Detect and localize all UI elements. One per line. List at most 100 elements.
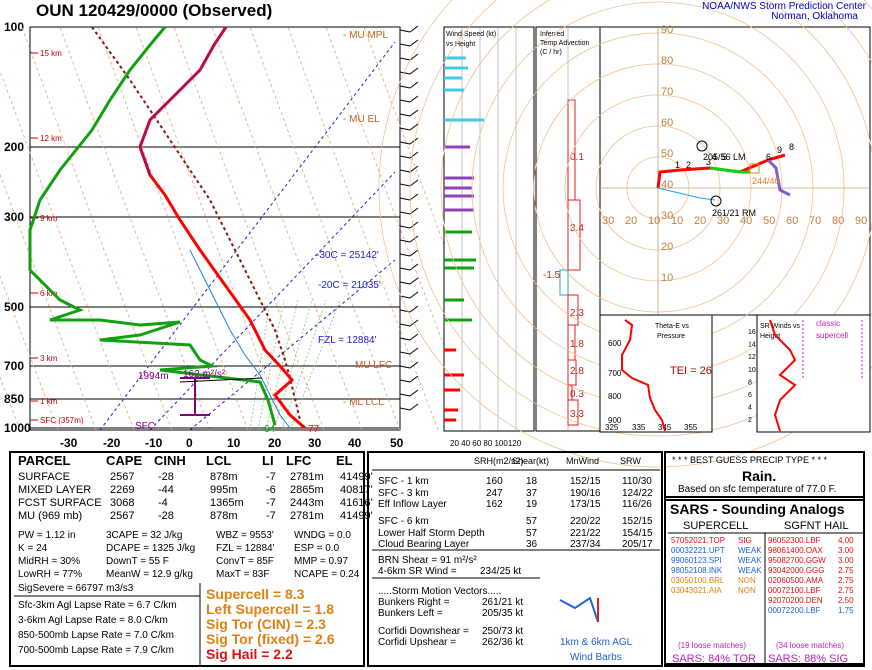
chart-line bbox=[249, 299, 271, 431]
temp-tick-label: -20 bbox=[103, 436, 121, 450]
dry-adiabat bbox=[0, 69, 135, 431]
srwind-y-tick: 10 bbox=[748, 367, 756, 374]
kinematics-value: 154/15 bbox=[622, 528, 653, 539]
chart-line bbox=[409, 95, 419, 103]
advection-value: 2.8 bbox=[570, 366, 584, 377]
hodograph-point-label: 3 bbox=[706, 157, 711, 167]
mu-lfc-label: MU LFC bbox=[355, 360, 392, 371]
hodograph-ring-label: 20 bbox=[694, 215, 706, 227]
sars-hail-analog: 96052300.LBF bbox=[768, 536, 821, 545]
srwind-y-tick: 4 bbox=[748, 405, 752, 412]
chart-series-line bbox=[28, 26, 277, 426]
kinematics-header: Shear(kt) bbox=[512, 456, 550, 466]
hodograph-ring-label: 70 bbox=[809, 215, 821, 227]
index-value: MMP = 0.97 bbox=[294, 556, 349, 567]
chart-line bbox=[409, 389, 419, 397]
chart-line bbox=[399, 281, 411, 285]
height-label: 1 km bbox=[40, 397, 58, 406]
sars-supercell-header: SUPERCELL bbox=[683, 520, 749, 532]
kinematics-row-label: Eff Inflow Layer bbox=[378, 499, 447, 510]
sars-supercell-analog: 03043021.AIA bbox=[671, 586, 722, 595]
chart-line bbox=[399, 337, 411, 341]
chart-line bbox=[409, 165, 419, 173]
lapse-rate: 700-500mb Lapse Rate = 7.9 C/km bbox=[18, 645, 174, 656]
index-value: PW = 1.12 in bbox=[18, 530, 76, 541]
hodograph-ring-label: 60 bbox=[661, 117, 673, 129]
parcel-cell: -4 bbox=[158, 497, 168, 509]
parcel-cell: 41499' bbox=[340, 510, 373, 522]
bunkers-left-value: 205/35 kt bbox=[482, 608, 524, 619]
index-value: MidRH = 30% bbox=[18, 556, 80, 567]
hodograph-ring-label: 80 bbox=[832, 215, 844, 227]
theta-x-tick: 355 bbox=[684, 423, 698, 432]
corfidi-down-value: 250/73 kt bbox=[482, 626, 524, 637]
parcel-cell: 2269 bbox=[110, 484, 135, 496]
sars-supercell-analog: 98052108.INK bbox=[671, 566, 723, 575]
kinematics-value: 19 bbox=[526, 499, 538, 510]
sfc-temp-label: 77 bbox=[308, 424, 320, 435]
sars-supercell-class: SIG bbox=[738, 536, 752, 545]
chart-line bbox=[409, 81, 419, 89]
parcel-cell: SURFACE bbox=[18, 471, 70, 483]
srwind-label: supercell bbox=[816, 331, 848, 340]
srwind-panel-title: SR Winds vs bbox=[760, 323, 801, 330]
chart-line bbox=[409, 291, 419, 299]
theta-x-tick: 325 bbox=[605, 423, 619, 432]
sr-wind-label: 4-6km SR Wind = bbox=[378, 566, 457, 577]
chart-line bbox=[399, 323, 411, 327]
srwind-y-tick: 14 bbox=[748, 342, 756, 349]
chart-line bbox=[399, 225, 411, 229]
pressure-tick-label: 100 bbox=[4, 20, 24, 34]
chart-series-line bbox=[657, 187, 716, 201]
parcel-header-el: EL bbox=[336, 453, 353, 468]
chart-line bbox=[399, 127, 411, 131]
advection-value: 2.3 bbox=[570, 308, 584, 319]
kinematics-value: 57 bbox=[526, 516, 538, 527]
sr-wind-value: 234/25 kt bbox=[480, 566, 522, 577]
srwind-y-tick: 2 bbox=[748, 417, 752, 424]
chart-line bbox=[399, 197, 411, 201]
sars-hail-size: 4.00 bbox=[838, 536, 854, 545]
corfidi-up-label: Corfidi Upshear = bbox=[378, 637, 457, 648]
advection-title: Inferred bbox=[540, 31, 564, 38]
wind-axis-label: 20 40 60 80 100120 bbox=[450, 439, 522, 448]
index-value: 3CAPE = 32 J/kg bbox=[106, 530, 183, 541]
chart-line bbox=[409, 403, 419, 411]
page-title: OUN 120429/0000 (Observed) bbox=[36, 1, 273, 20]
wbz-20-label: -20C = 21035' bbox=[318, 280, 381, 291]
chart-line bbox=[409, 67, 419, 75]
kinematics-value: 247 bbox=[486, 488, 503, 499]
chart-line bbox=[409, 193, 419, 201]
hodograph-ring-label: 90 bbox=[661, 24, 673, 36]
parcel-cell: 40817' bbox=[340, 484, 373, 496]
lapse-rate: 3-6km Agl Lapse Rate = 8.0 C/km bbox=[18, 615, 168, 626]
org-line-1: NOAA/NWS Storm Prediction Center bbox=[702, 1, 866, 12]
barb-label: 1km & 6km AGL bbox=[560, 637, 633, 648]
kinematics-value: 152/15 bbox=[570, 476, 601, 487]
chart-line bbox=[399, 155, 411, 159]
sars-hail-size: 2.50 bbox=[838, 596, 854, 605]
hodograph-point-label: 6 bbox=[766, 152, 771, 162]
sars-hail-size: 2.75 bbox=[838, 576, 854, 585]
advection-title: (C / hr) bbox=[540, 49, 562, 56]
dry-adiabat bbox=[135, 26, 287, 431]
parcel-cell: 878m bbox=[210, 471, 238, 483]
precip-basis: Based on sfc temperature of 77.0 F. bbox=[678, 484, 837, 495]
chart-line bbox=[409, 39, 419, 47]
chart-series-line bbox=[138, 26, 227, 176]
advection-value: 0.3 bbox=[570, 389, 584, 400]
parcel-header-cinh: CINH bbox=[154, 453, 186, 468]
parcel-header-lcl: LCL bbox=[206, 453, 232, 468]
index-value: WNDG = 0.0 bbox=[294, 530, 351, 541]
srh-height-label: 1994m bbox=[138, 371, 169, 382]
chart-series-line bbox=[769, 319, 797, 432]
index-value: FZL = 12884' bbox=[216, 543, 275, 554]
index-value: DCAPE = 1325 J/kg bbox=[106, 543, 196, 554]
hodograph-ring-label: 30 bbox=[661, 210, 673, 222]
left-supercell-composite: Left Supercell = 1.8 bbox=[206, 601, 334, 617]
kinematics-value: 36 bbox=[526, 539, 538, 550]
chart-line bbox=[409, 179, 419, 187]
chart-line bbox=[409, 151, 419, 159]
chart-line bbox=[189, 259, 396, 431]
